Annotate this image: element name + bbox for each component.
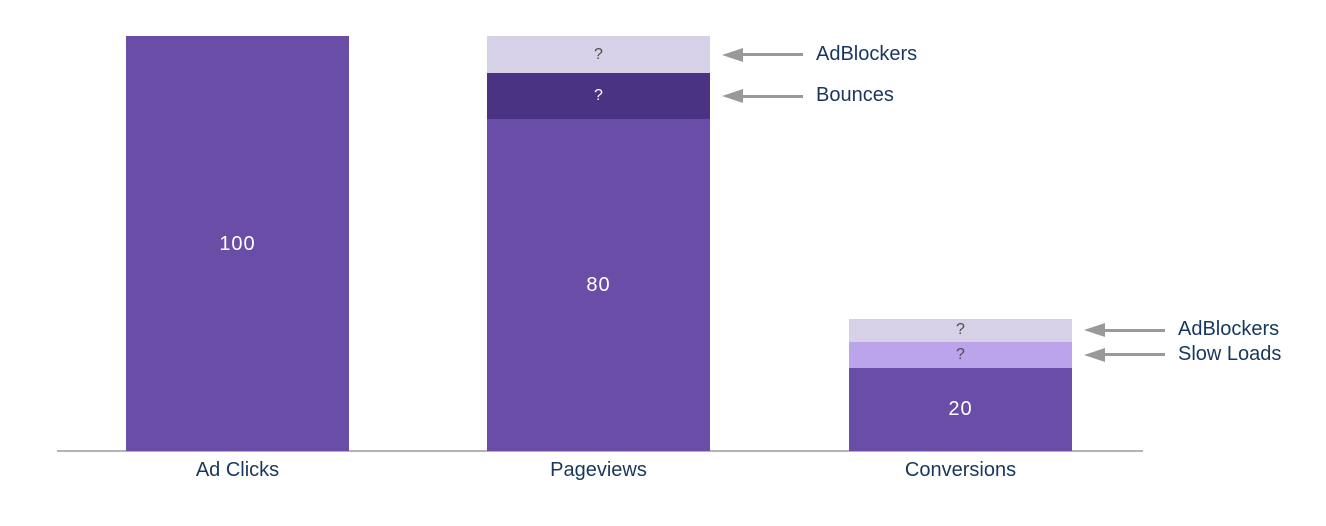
- annotation-bounces: [722, 89, 803, 104]
- annotation-label-adblockers: AdBlockers: [816, 42, 918, 65]
- segment-bounces: ?: [487, 73, 710, 119]
- segment-value-label: 20: [948, 398, 973, 421]
- left-arrow-icon: [722, 89, 743, 104]
- segment-pageviews: 80: [487, 118, 710, 451]
- bar-conversions: ?? 20: [849, 319, 1072, 451]
- segment-value-label: ?: [956, 321, 965, 339]
- segment-ad-clicks: 100: [126, 36, 349, 451]
- bar-ad-clicks: 100: [126, 36, 349, 451]
- annotation-adblockers: [1084, 323, 1165, 338]
- segment-value-label: ?: [594, 87, 603, 105]
- left-arrow-icon: [1084, 323, 1105, 338]
- annotation-slow-loads: [1084, 347, 1165, 362]
- annotation-label-slow-loads: Slow Loads: [1178, 342, 1282, 365]
- bar-pageviews: ?? 80: [487, 36, 710, 451]
- arrow-line: [743, 94, 803, 98]
- segment-value-label: ?: [594, 45, 603, 63]
- category-label-ad-clicks: Ad Clicks: [195, 459, 280, 481]
- segment-slow-loads: ?: [849, 341, 1072, 368]
- arrow-line: [1105, 353, 1165, 357]
- segment-value-label: ?: [956, 345, 965, 363]
- segment-value-label: 80: [586, 273, 611, 296]
- arrow-line: [743, 53, 803, 57]
- left-arrow-icon: [722, 47, 743, 62]
- annotation-label-bounces: Bounces: [816, 84, 894, 107]
- category-label-pageviews: Pageviews: [550, 459, 647, 481]
- segment-conversions: 20: [849, 367, 1072, 451]
- x-axis-line: [57, 450, 1143, 452]
- annotation-adblockers: [722, 47, 803, 62]
- arrow-line: [1105, 328, 1165, 332]
- category-label-conversions: Conversions: [904, 459, 1017, 481]
- left-arrow-icon: [1084, 347, 1105, 362]
- segment-value-label: 100: [219, 232, 256, 255]
- segment-adblockers: ?: [487, 36, 710, 74]
- segment-adblockers: ?: [849, 319, 1072, 342]
- annotation-label-adblockers: AdBlockers: [1178, 318, 1280, 341]
